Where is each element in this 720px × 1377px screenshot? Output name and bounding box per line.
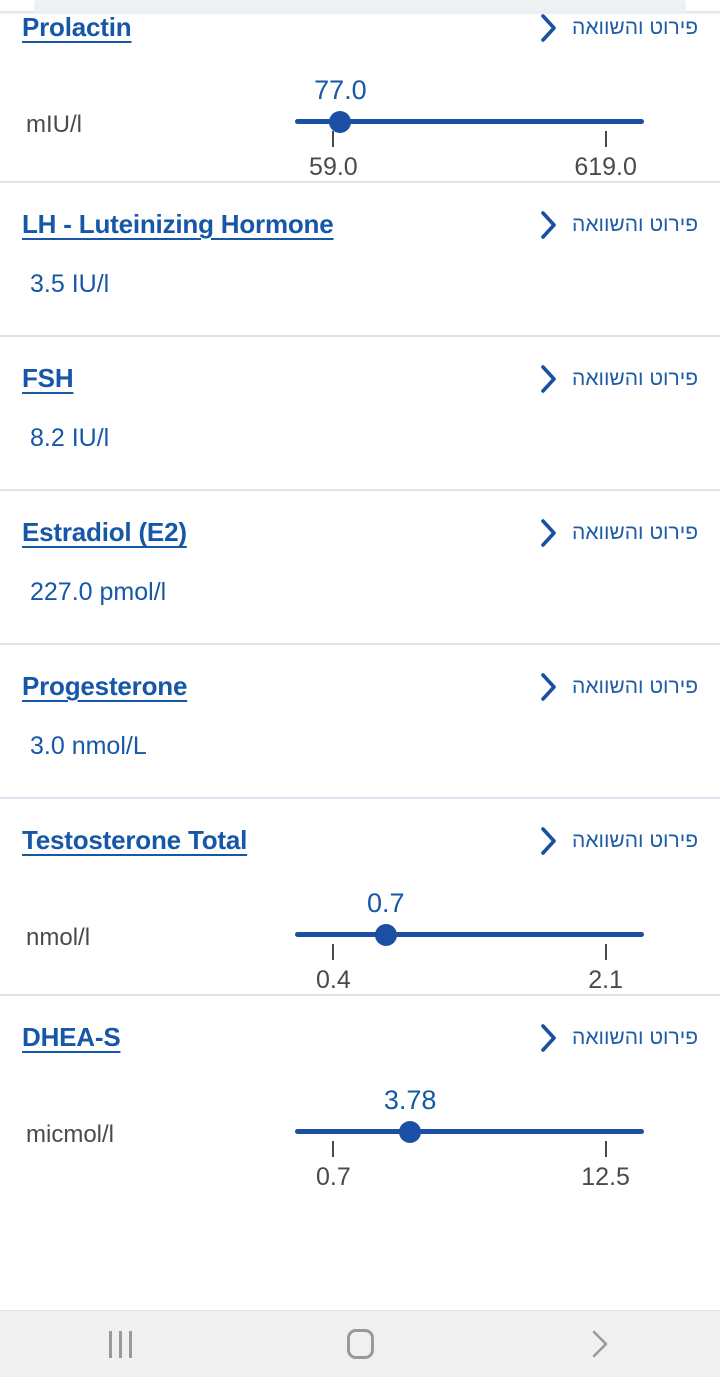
unit-label: micmol/l xyxy=(26,1121,114,1148)
chevron-right-icon xyxy=(540,13,558,43)
result-value: 8.2 IU/l xyxy=(30,424,110,452)
range-slider[interactable]: 0.7 0.4 2.1 xyxy=(273,856,673,994)
recents-button[interactable] xyxy=(60,1314,180,1374)
chevron-right-icon xyxy=(540,672,558,702)
range-min-tick xyxy=(332,131,335,147)
lab-result-row: FSH פירוט והשוואה 8.2 IU/l xyxy=(0,337,720,491)
range-max-label: 12.5 xyxy=(581,1163,630,1191)
range-max-label: 2.1 xyxy=(588,966,623,994)
range-max-tick xyxy=(604,1141,607,1157)
row-header: LH - Luteinizing Hormone פירוט והשוואה xyxy=(22,183,698,240)
compare-link[interactable]: פירוט והשוואה xyxy=(540,1023,698,1053)
compare-link[interactable]: פירוט והשוואה xyxy=(540,364,698,394)
range-min-tick xyxy=(332,944,335,960)
range-max-tick xyxy=(604,131,607,147)
chevron-right-icon xyxy=(540,826,558,856)
compare-label: פירוט והשוואה xyxy=(572,520,698,544)
compare-label: פירוט והשוואה xyxy=(572,15,698,39)
test-name-link[interactable]: Estradiol (E2) xyxy=(22,517,187,547)
current-value: 0.7 xyxy=(366,888,405,918)
current-value: 3.78 xyxy=(383,1085,437,1115)
lab-result-row: Testosterone Total פירוט והשוואה nmol/l 0.7… xyxy=(0,799,720,996)
result-gauge: mIU/l 77.0 59.0 619.0 xyxy=(22,43,698,181)
test-name-link[interactable]: Prolactin xyxy=(22,12,132,42)
unit-label: nmol/l xyxy=(26,924,91,951)
lab-result-row: Estradiol (E2) פירוט והשוואה 227.0 pmol/l xyxy=(0,491,720,645)
lab-result-row: DHEA-S פירוט והשוואה micmol/l 3.78 0.7 12.5 xyxy=(0,996,720,1191)
sheet-shadow xyxy=(0,11,720,15)
lab-result-row: Progesterone פירוט והשוואה 3.0 nmol/L xyxy=(0,645,720,799)
lab-result-row: Prolactin פירוט והשוואה mIU/l 77.0 59.0 619.0 xyxy=(0,0,720,183)
compare-link[interactable]: פירוט והשוואה xyxy=(540,210,698,240)
compare-label: פירוט והשוואה xyxy=(572,828,698,852)
android-navigation-bar xyxy=(0,1310,720,1377)
range-min-label: 0.7 xyxy=(315,1163,351,1191)
row-header: Prolactin פירוט והשוואה xyxy=(22,0,698,43)
range-slider[interactable]: 77.0 59.0 619.0 xyxy=(273,43,673,181)
result-value: 3.0 nmol/L xyxy=(30,732,147,760)
result-value: 3.5 IU/l xyxy=(30,270,110,298)
home-icon xyxy=(346,1329,374,1359)
slider-thumb[interactable] xyxy=(374,924,397,946)
test-name-link[interactable]: Testosterone Total xyxy=(22,825,248,855)
current-value: 77.0 xyxy=(314,75,367,105)
compare-label: פירוט והשוואה xyxy=(572,212,698,236)
chevron-right-icon xyxy=(540,1023,558,1053)
lab-result-row: LH - Luteinizing Hormone פירוט והשוואה 3.5… xyxy=(0,183,720,337)
row-header: FSH פירוט והשוואה xyxy=(22,337,698,394)
compare-link[interactable]: פירוט והשוואה xyxy=(540,826,698,856)
row-header: Progesterone פירוט והשוואה xyxy=(22,645,698,702)
back-button[interactable] xyxy=(540,1314,660,1374)
slider-thumb[interactable] xyxy=(399,1121,422,1143)
row-header: Testosterone Total פירוט והשוואה xyxy=(22,799,698,856)
compare-label: פירוט והשוואה xyxy=(572,1025,698,1049)
test-name-link[interactable]: LH - Luteinizing Hormone xyxy=(22,209,334,239)
slider-thumb[interactable] xyxy=(329,111,352,133)
result-gauge: micmol/l 3.78 0.7 12.5 xyxy=(22,1053,698,1191)
compare-link[interactable]: פירוט והשוואה xyxy=(540,672,698,702)
range-max-tick xyxy=(604,944,607,960)
row-header: DHEA-S פירוט והשוואה xyxy=(22,996,698,1053)
test-name-link[interactable]: FSH xyxy=(22,363,74,393)
result-gauge: nmol/l 0.7 0.4 2.1 xyxy=(22,856,698,994)
recents-icon xyxy=(108,1330,132,1358)
range-slider[interactable]: 3.78 0.7 12.5 xyxy=(273,1053,673,1191)
chevron-right-icon xyxy=(540,210,558,240)
compare-label: פירוט והשוואה xyxy=(572,366,698,390)
result-value: 227.0 pmol/l xyxy=(30,578,167,606)
range-min-tick xyxy=(332,1141,335,1157)
test-name-link[interactable]: DHEA-S xyxy=(22,1022,121,1052)
compare-label: פירוט והשוואה xyxy=(572,674,698,698)
range-min-label: 59.0 xyxy=(309,153,358,181)
chevron-right-icon xyxy=(540,364,558,394)
slider-track xyxy=(295,1129,644,1134)
range-max-label: 619.0 xyxy=(574,153,637,181)
bottom-sheet-top-edge[interactable] xyxy=(34,0,686,12)
chevron-right-icon xyxy=(540,518,558,548)
row-header: Estradiol (E2) פירוט והשוואה xyxy=(22,491,698,548)
chevron-right-icon xyxy=(592,1330,608,1358)
lab-results-list[interactable]: Prolactin פירוט והשוואה mIU/l 77.0 59.0 619.0… xyxy=(0,0,720,1296)
range-min-label: 0.4 xyxy=(315,966,351,994)
unit-label: mIU/l xyxy=(26,111,82,138)
slider-track xyxy=(295,932,644,937)
compare-link[interactable]: פירוט והשוואה xyxy=(540,518,698,548)
compare-link[interactable]: פירוט והשוואה xyxy=(540,13,698,43)
test-name-link[interactable]: Progesterone xyxy=(22,671,188,701)
slider-track xyxy=(295,119,644,124)
home-button[interactable] xyxy=(300,1314,420,1374)
